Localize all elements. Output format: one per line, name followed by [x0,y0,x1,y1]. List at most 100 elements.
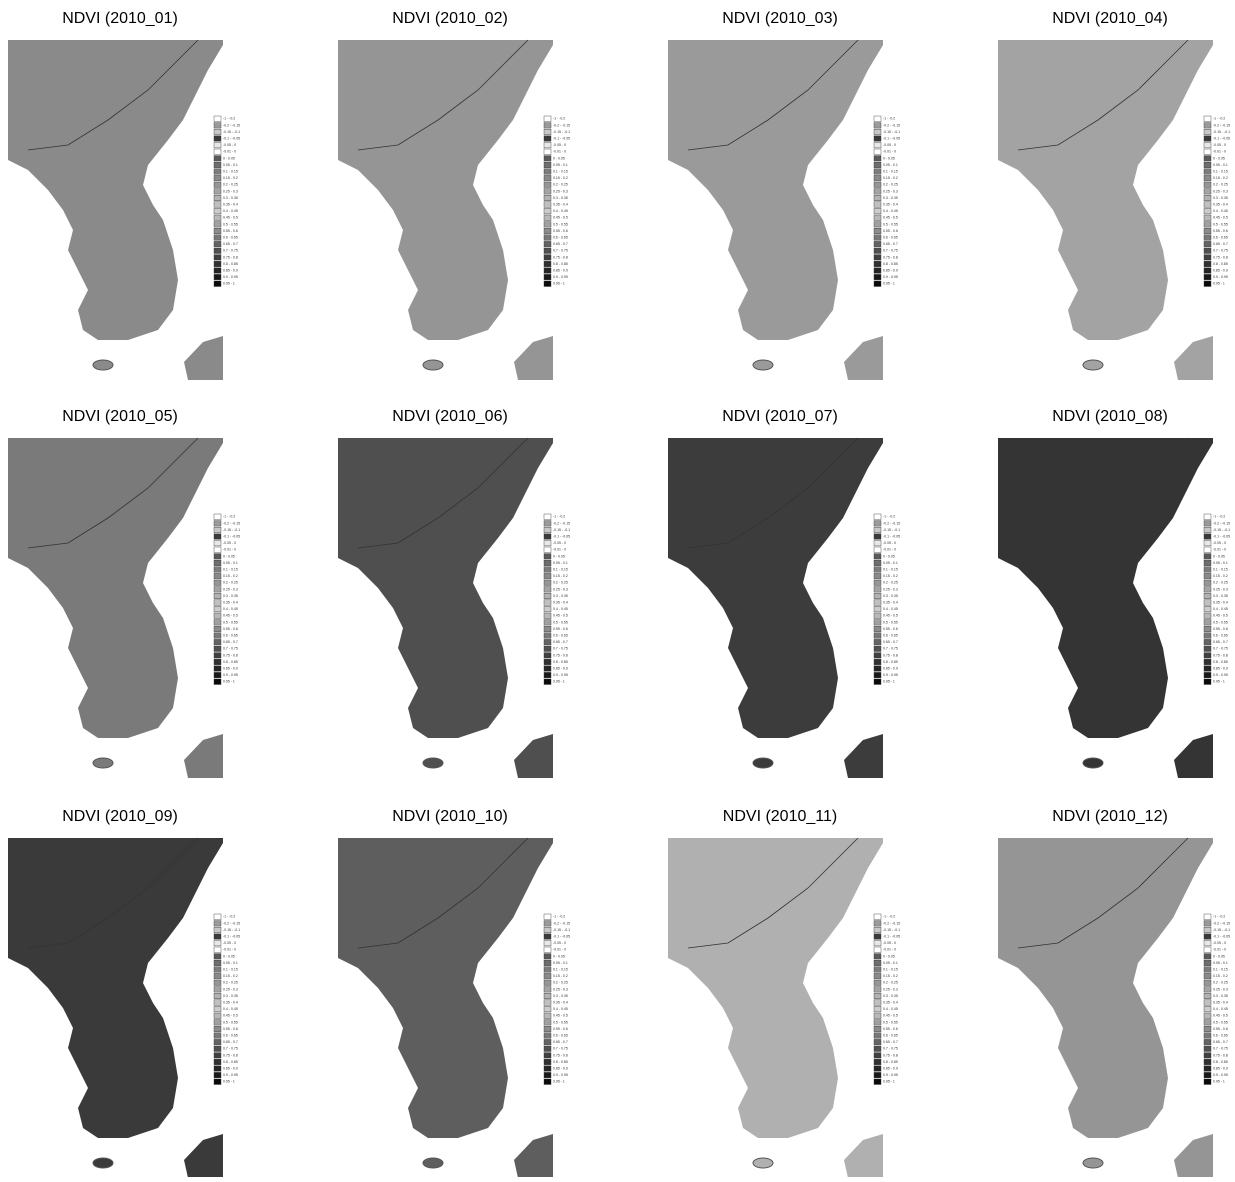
panel-title: NDVI (2010_05) [62,408,178,425]
legend-label: 0.55 - 0.6 [223,1027,238,1031]
legend-label: 0.65 - 0.7 [223,242,238,246]
legend-swatch [1204,182,1211,188]
legend-label: 0.85 - 0.9 [223,667,238,671]
legend-swatch [1204,940,1211,946]
japan-coast [1174,1134,1213,1177]
legend-swatch [214,646,221,652]
legend-swatch [544,149,551,155]
legend-label: 0.7 - 0.75 [883,647,898,651]
legend-label: -0.01 - 0 [883,548,896,552]
legend-swatch [544,527,551,533]
legend-swatch [544,973,551,979]
legend-swatch [874,613,881,619]
legend-label: 0.05 - 0.1 [223,163,238,167]
legend-label: 0.75 - 0.8 [1213,1053,1228,1057]
legend-swatch [1204,222,1211,228]
legend-label: -0.2 - -0.15 [1213,921,1230,925]
legend-swatch [214,129,221,135]
legend-label: 0.5 - 0.55 [553,620,568,624]
legend-swatch [874,679,881,685]
legend-swatch [874,672,881,678]
legend-swatch [544,934,551,940]
legend-label: 0.65 - 0.7 [223,1040,238,1044]
legend-swatch [874,1033,881,1039]
legend-label: -0.1 - -0.05 [1213,535,1230,539]
legend-swatch [1204,1000,1211,1006]
legend-swatch [1204,1026,1211,1032]
legend-label: 0.15 - 0.2 [553,974,568,978]
legend-label: -1 - -0.2 [1213,117,1225,121]
legend-label: 0.15 - 0.2 [553,176,568,180]
legend-label: 0.75 - 0.8 [883,1053,898,1057]
land [668,438,883,738]
legend-label: 0.75 - 0.8 [883,255,898,259]
legend-label: 0.85 - 0.9 [883,269,898,273]
legend-label: 0.4 - 0.45 [883,607,898,611]
legend: -1 - -0.2-0.2 - -0.15-0.15 - -0.1-0.1 - … [544,514,570,685]
legend-swatch [874,659,881,665]
legend-label: -0.2 - -0.15 [1213,123,1230,127]
legend-label: 0.8 - 0.85 [1213,262,1228,266]
legend-swatch [214,587,221,593]
legend-label: 0.25 - 0.3 [223,587,238,591]
legend-label: 0.65 - 0.7 [883,242,898,246]
legend-swatch [1204,123,1211,129]
legend-label: -0.15 - -0.1 [883,130,900,134]
legend-label: 0.05 - 0.1 [883,961,898,965]
legend-label: -1 - -0.2 [883,915,895,919]
legend-label: 0.85 - 0.9 [223,269,238,273]
legend-swatch [1204,189,1211,195]
legend-label: 0.6 - 0.65 [883,236,898,240]
legend-swatch [214,540,221,546]
legend-swatch [1204,587,1211,593]
legend-swatch [214,600,221,606]
land [8,438,223,738]
legend-label: 0.45 - 0.5 [223,614,238,618]
legend-swatch [544,593,551,599]
legend-swatch [214,1072,221,1078]
legend-swatch [544,947,551,953]
legend-swatch [874,261,881,267]
legend-label: 0.1 - 0.15 [1213,968,1228,972]
legend-swatch [544,554,551,560]
legend-swatch [1204,162,1211,168]
legend-swatch [214,1039,221,1045]
legend-label: -1 - -0.2 [1213,515,1225,519]
legend-swatch [214,659,221,665]
legend-label: 0.95 - 1 [1213,282,1225,286]
legend-label: 0.2 - 0.25 [553,581,568,585]
legend-label: 0.9 - 0.95 [553,275,568,279]
legend-label: -0.01 - 0 [883,948,896,952]
legend-swatch [214,521,221,527]
legend-label: 0.6 - 0.65 [553,236,568,240]
legend-label: 0.3 - 0.35 [223,196,238,200]
legend-label: 0.15 - 0.2 [553,574,568,578]
legend: -1 - -0.2-0.2 - -0.15-0.15 - -0.1-0.1 - … [874,514,900,685]
legend-swatch [874,162,881,168]
legend-swatch [1204,1033,1211,1039]
legend-label: -0.01 - 0 [223,150,236,154]
legend-label: -0.01 - 0 [553,150,566,154]
legend-swatch [874,954,881,960]
legend-label: 0.1 - 0.15 [883,568,898,572]
legend-label: 0.2 - 0.25 [553,981,568,985]
legend-swatch [874,1039,881,1045]
legend-label: 0.45 - 0.5 [883,614,898,618]
legend-swatch [874,514,881,520]
ndvi-map: -1 - -0.2-0.2 - -0.15-0.15 - -0.1-0.1 - … [998,438,1230,778]
legend-swatch [214,993,221,999]
legend-label: 0.4 - 0.45 [1213,607,1228,611]
legend-swatch [214,261,221,267]
legend-swatch [1204,567,1211,573]
legend-label: 0 - 0.05 [223,954,235,958]
map-grid: NDVI (2010_01)-1 - -0.2-0.2 - -0.15-0.15… [0,0,1235,1177]
legend-label: 0.05 - 0.1 [1213,961,1228,965]
legend-label: 0.85 - 0.9 [1213,1067,1228,1071]
ndvi-map: -1 - -0.2-0.2 - -0.15-0.15 - -0.1-0.1 - … [8,40,240,380]
legend-swatch [214,1026,221,1032]
legend-label: -0.2 - -0.15 [223,123,240,127]
legend-label: 0 - 0.05 [1213,954,1225,958]
legend-label: -0.1 - -0.05 [883,535,900,539]
legend-label: 0.2 - 0.25 [883,183,898,187]
legend-swatch [874,169,881,175]
